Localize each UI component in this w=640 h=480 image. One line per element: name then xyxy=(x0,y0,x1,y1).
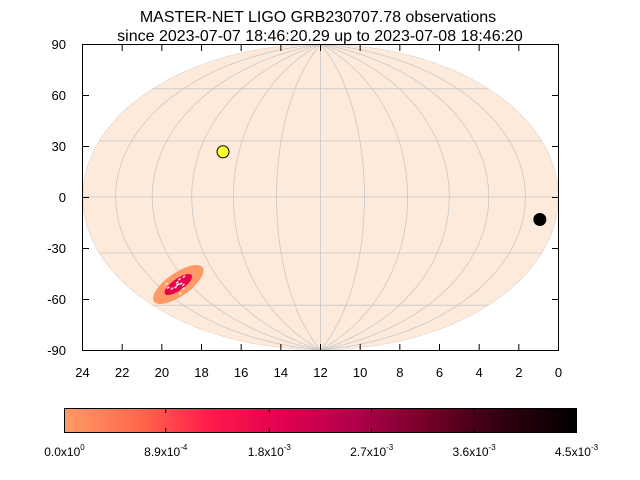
x-tick-label: 8 xyxy=(396,365,403,380)
x-tick-label: 18 xyxy=(194,365,208,380)
markers xyxy=(216,145,547,227)
grid-lines xyxy=(82,44,559,350)
y-tick-label: 0 xyxy=(59,190,66,205)
colorbar-tick-label: 2.7x10-3 xyxy=(350,443,394,459)
region-speckle xyxy=(181,283,185,287)
y-tick-label: -60 xyxy=(47,292,66,307)
x-tick-label: 16 xyxy=(234,365,248,380)
region-speckle xyxy=(179,282,183,286)
x-tick-label: 6 xyxy=(436,365,443,380)
colorbar xyxy=(64,408,577,433)
region-speckle xyxy=(170,287,174,291)
y-tick-label: 60 xyxy=(52,88,66,103)
x-tick-label: 24 xyxy=(75,365,89,380)
region-speckle xyxy=(175,280,179,284)
x-tick-label: 10 xyxy=(353,365,367,380)
y-tick-label: -30 xyxy=(47,241,66,256)
colorbar-tick-label: 3.6x10-3 xyxy=(453,443,497,459)
region-speckle xyxy=(182,275,186,279)
colorbar-ticks: 0.0x100 8.9x10-4 1.8x10-3 2.7x10-3 3.6x10-3 4… xyxy=(44,408,599,459)
x-tick-label: 12 xyxy=(313,365,327,380)
region-speckle xyxy=(178,291,182,295)
x-tick-label: 2 xyxy=(515,365,522,380)
chart-subtitle: since 2023-07-07 18:46:20.29 up to 2023-… xyxy=(117,28,523,45)
chart-title: MASTER-NET LIGO GRB230707.78 observation… xyxy=(140,9,496,26)
y-tick-label: 90 xyxy=(52,37,66,52)
colorbar-tick-label: 1.8x10-3 xyxy=(248,443,292,459)
point-marker xyxy=(533,213,547,227)
x-tick-label: 0 xyxy=(555,365,562,380)
x-axis-ticks: 24 22 20 18 16 14 12 10 8 6 4 2 0 xyxy=(75,44,562,380)
y-tick-label: 30 xyxy=(52,139,66,154)
x-tick-label: 14 xyxy=(274,365,288,380)
point-marker xyxy=(216,145,230,159)
x-tick-label: 22 xyxy=(115,365,129,380)
colorbar-tick-label: 8.9x10-4 xyxy=(144,443,188,459)
colorbar-tick-label: 0.0x100 xyxy=(44,443,85,459)
region-speckle xyxy=(165,282,169,286)
y-tick-label: -90 xyxy=(47,343,66,358)
meridian-line xyxy=(320,44,559,350)
x-tick-label: 20 xyxy=(155,365,169,380)
region-speckle xyxy=(173,285,178,289)
region-speckle xyxy=(176,283,180,287)
colorbar-tick-label: 4.5x10-3 xyxy=(555,443,599,459)
localization-region xyxy=(153,264,204,305)
region-speckle xyxy=(181,287,185,290)
region-speckle xyxy=(166,286,170,290)
region-speckle xyxy=(177,277,182,281)
x-tick-label: 4 xyxy=(476,365,483,380)
meridian-line xyxy=(82,44,321,350)
y-axis-ticks: 90 60 30 0 -30 -60 -90 xyxy=(47,37,559,358)
